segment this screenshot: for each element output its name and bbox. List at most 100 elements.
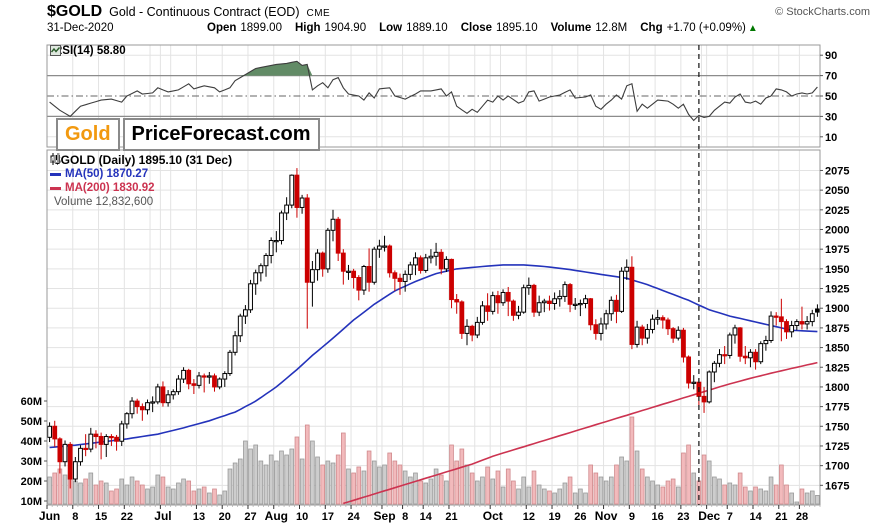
svg-text:20: 20 — [219, 511, 231, 523]
volume-bar — [294, 436, 300, 505]
volume-bar — [541, 488, 547, 505]
volume-bar — [387, 452, 392, 505]
candle-body — [176, 378, 181, 393]
candle-body — [727, 334, 733, 356]
candle-body — [650, 318, 655, 330]
close-value: 1895.10 — [496, 22, 538, 34]
grid-horizontal — [47, 169, 820, 486]
candle-body — [608, 299, 614, 315]
candle-body — [78, 447, 83, 463]
candle-body — [799, 321, 805, 325]
svg-text:28: 28 — [796, 511, 808, 523]
candle-body — [516, 311, 521, 316]
candle-body — [644, 328, 650, 339]
svg-text:14: 14 — [420, 511, 433, 523]
candle-body — [459, 301, 465, 334]
volume-bar — [83, 478, 88, 505]
volume-bar — [237, 458, 243, 505]
svg-text:2075: 2075 — [825, 165, 849, 177]
volume-bar — [418, 480, 423, 505]
volume-bar — [665, 480, 671, 505]
svg-text:10: 10 — [296, 511, 308, 523]
candle-body — [186, 369, 192, 385]
svg-text:1725: 1725 — [825, 441, 849, 453]
candle-body — [57, 438, 63, 463]
candle-body — [294, 174, 300, 208]
candle-body — [232, 335, 238, 353]
candle-body — [670, 328, 676, 339]
svg-text:50: 50 — [825, 91, 837, 103]
candle-body — [588, 298, 594, 326]
volume-bar — [737, 472, 743, 505]
candle-body — [191, 383, 197, 386]
volume-bar — [444, 480, 449, 505]
candle-body — [634, 326, 640, 345]
volume-value: 12.8M — [595, 22, 628, 34]
candle-body — [773, 315, 779, 318]
candle-body — [531, 284, 537, 313]
date-axis: Jun 8 15 22 Jul 13 20 27 Aug 10 17 24 Sep 8 14 21 Oct 12 1… — [39, 505, 821, 523]
svg-text:Oct: Oct — [483, 509, 503, 523]
volume-axis: 60M 50M 40M 30M 20M 10M — [21, 396, 47, 508]
candle-body — [72, 461, 78, 480]
volume-bar — [320, 464, 326, 505]
volume-bar — [645, 476, 650, 505]
volume-bar — [732, 484, 738, 505]
svg-text:14: 14 — [749, 511, 762, 523]
volume-bar — [402, 470, 408, 505]
candle-body — [418, 257, 424, 271]
svg-text:26: 26 — [574, 511, 586, 523]
svg-text:22: 22 — [121, 511, 133, 523]
svg-text:15: 15 — [95, 511, 107, 523]
volume-bar — [639, 468, 645, 505]
volume-bar — [98, 480, 104, 505]
svg-text:2050: 2050 — [825, 185, 849, 197]
rsi-axis: 90 70 50 30 10 — [820, 50, 837, 144]
candle-body — [145, 402, 150, 411]
candle-body — [485, 305, 491, 312]
symbol: $GOLD — [47, 3, 103, 20]
candle-body — [619, 270, 624, 312]
svg-text:50M: 50M — [21, 416, 42, 428]
svg-text:24: 24 — [347, 511, 360, 523]
volume-bar — [150, 486, 155, 505]
candle-body — [263, 254, 269, 267]
volume-bar — [469, 472, 475, 505]
volume-bar — [608, 476, 614, 505]
volume-bar — [114, 488, 119, 505]
svg-text:30: 30 — [825, 111, 837, 123]
volume-bar — [325, 460, 331, 505]
volume-bar — [717, 478, 722, 505]
candle-body — [428, 255, 434, 259]
chart-legend: $GOLD (Daily) 1895.10 (31 Dec) MA(50) 18… — [50, 153, 232, 209]
volume-bar — [258, 460, 264, 505]
volume-label: Volume — [550, 22, 592, 34]
volume-bar — [475, 480, 480, 505]
candle-body — [794, 321, 800, 327]
candle-body — [299, 197, 305, 208]
volume-bar — [449, 444, 454, 505]
candle-body — [547, 300, 552, 304]
volume-bar — [799, 488, 805, 505]
volume-bar — [217, 494, 222, 505]
candle-body — [433, 251, 439, 257]
volume-bar — [624, 460, 630, 505]
candle-body — [732, 327, 738, 336]
candle-body — [170, 391, 176, 396]
candle-body — [639, 326, 645, 339]
candle-body — [248, 283, 253, 311]
svg-text:Dec: Dec — [698, 509, 720, 523]
volume-bar — [356, 466, 362, 505]
candle-body — [273, 240, 279, 243]
volume-bar — [552, 492, 557, 505]
volume-bar — [794, 501, 800, 505]
volume-bar — [480, 476, 485, 505]
volume-bar — [103, 482, 109, 505]
candle-body — [815, 308, 820, 313]
volume-bar — [701, 454, 707, 505]
candle-body — [552, 298, 558, 304]
volume-bar — [490, 478, 496, 505]
candle-body — [438, 251, 444, 270]
candle-body — [598, 323, 604, 334]
